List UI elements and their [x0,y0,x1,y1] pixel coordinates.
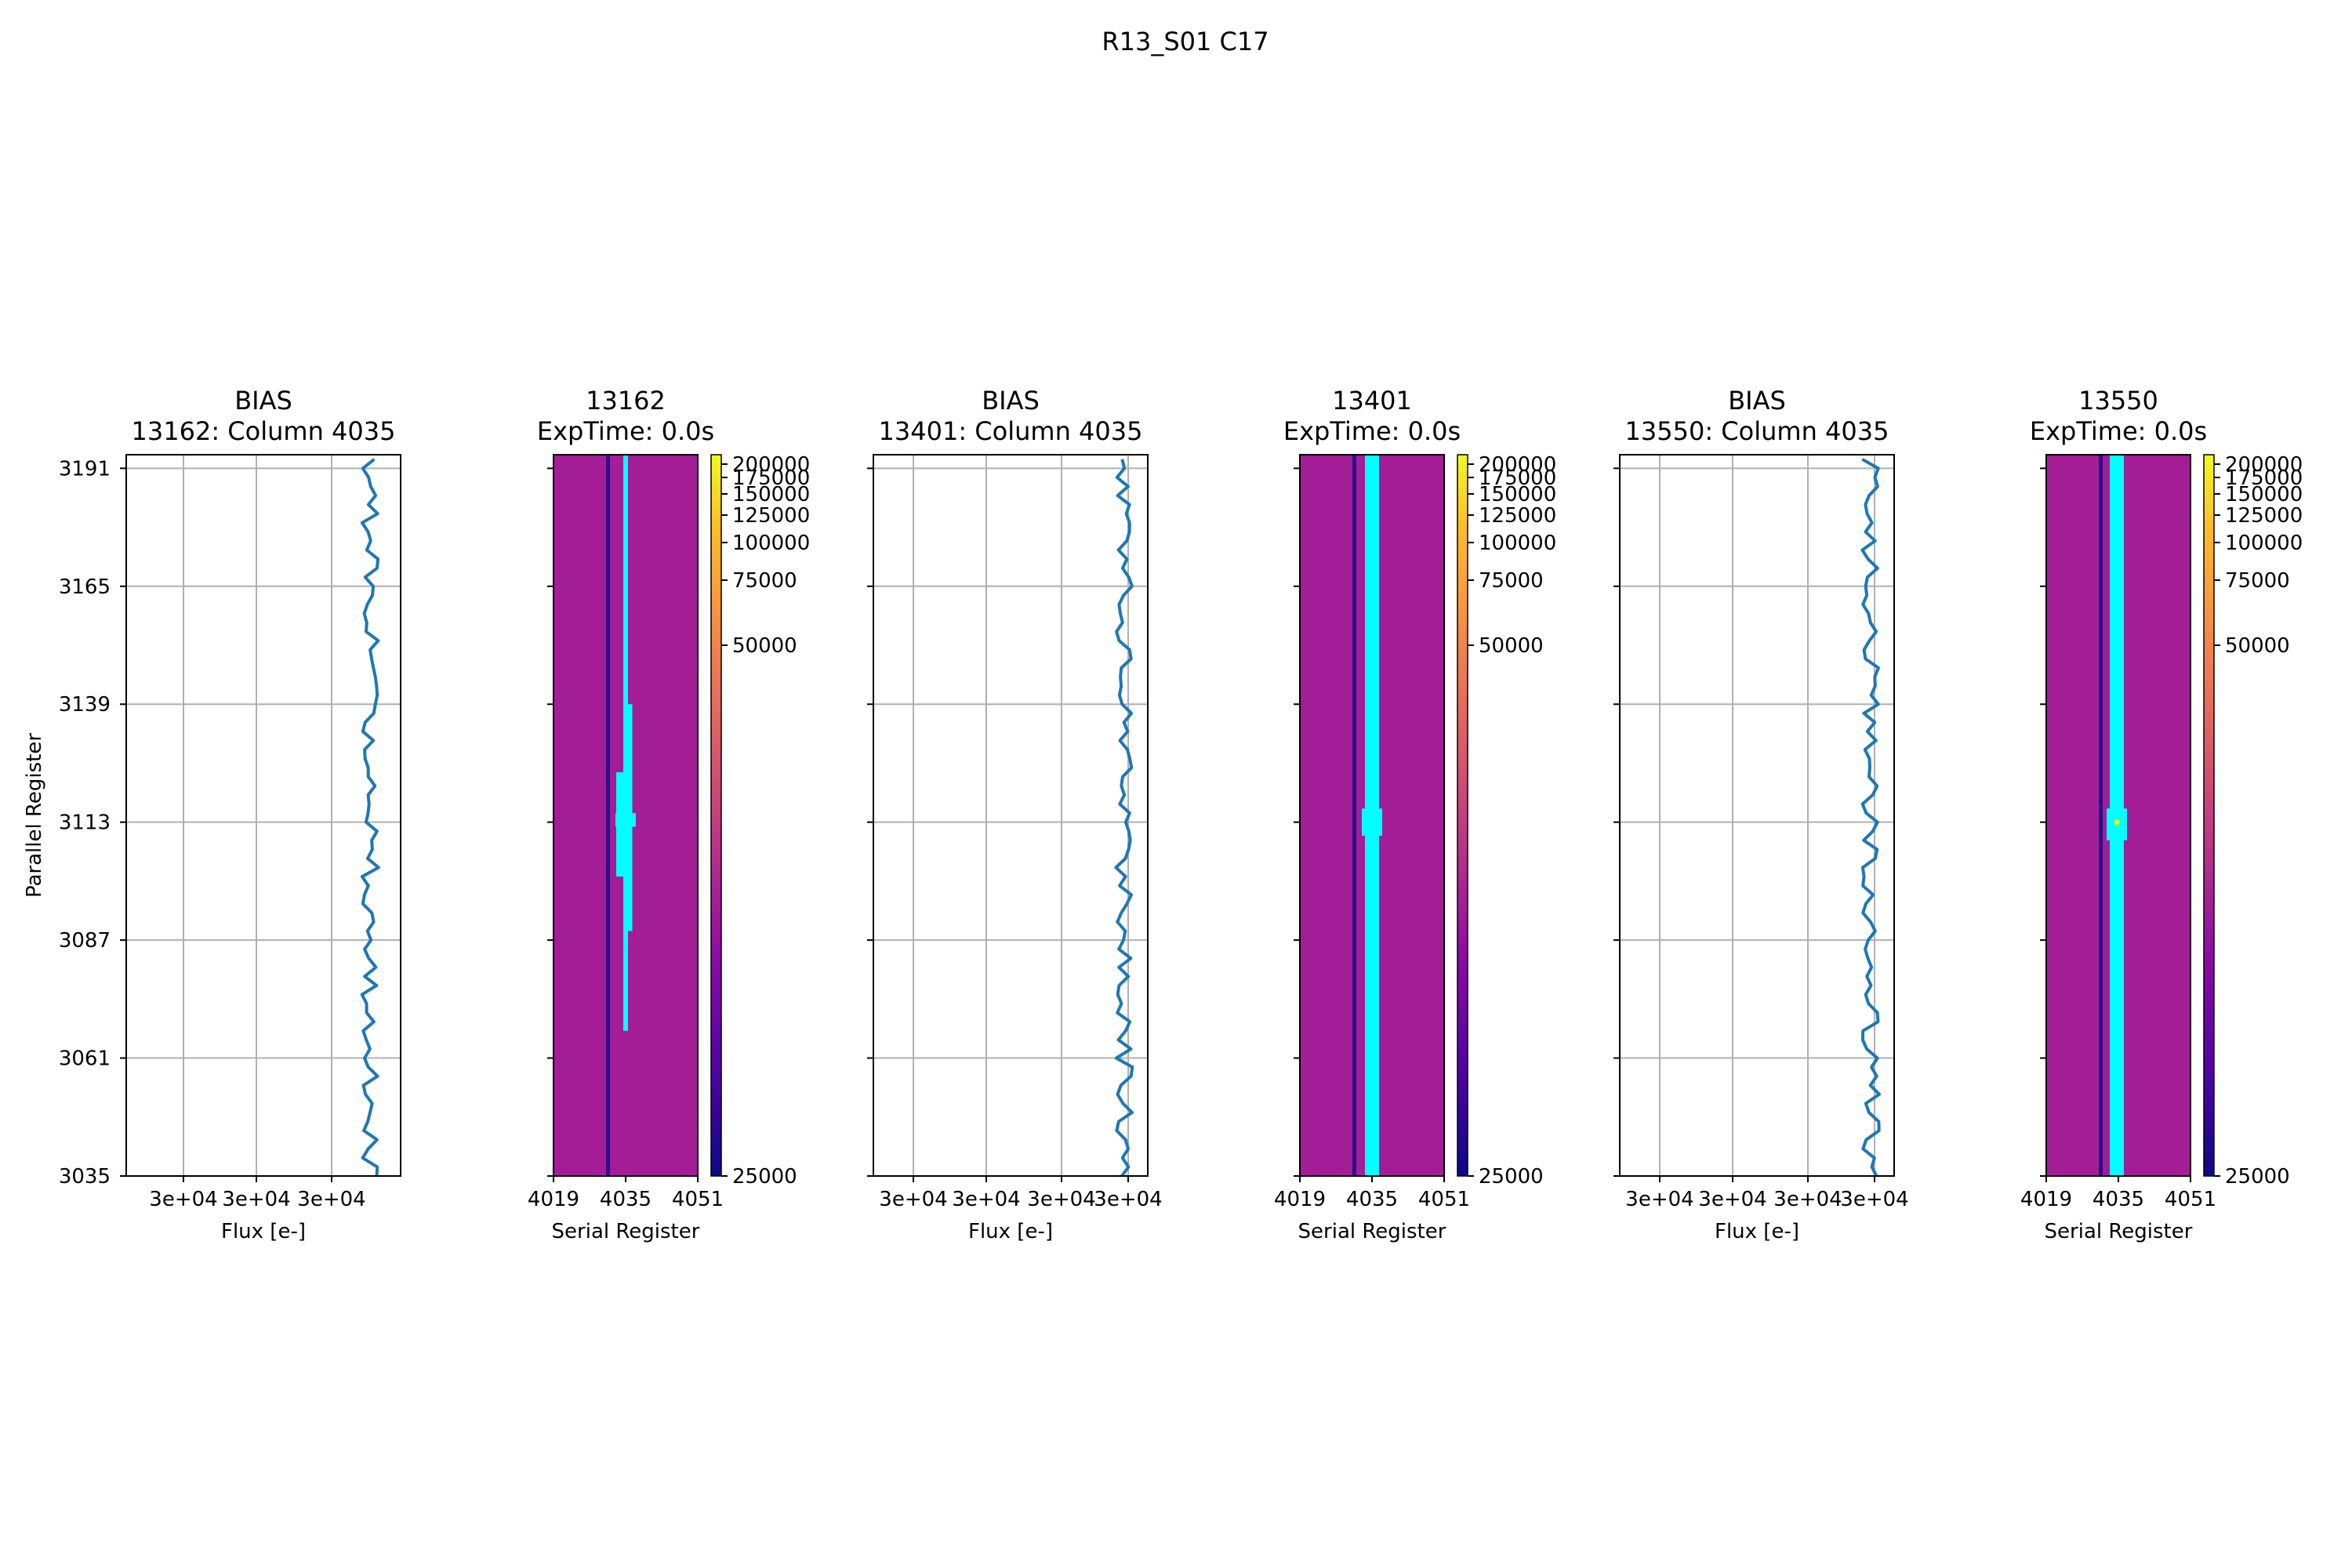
x-tick-label: 4051 [672,1188,724,1211]
colorbar-tick-label: 100000 [732,532,810,555]
colorbar [1457,454,1468,1177]
x-tick-label: 3e+04 [1773,1188,1842,1211]
grid-lines [873,455,1148,1177]
x-tick-label: 4019 [528,1188,579,1211]
colorbar-tick-label: 25000 [1479,1165,1544,1189]
dark-column [1352,455,1356,1176]
y-tick-label: 3035 [59,1165,111,1189]
x-axis-label: Serial Register [1298,1220,1446,1243]
x-tick-label: 3e+04 [222,1188,290,1211]
colorbar-tick-label: 50000 [2225,634,2290,658]
colorbar [2203,454,2215,1177]
y-axis-label: Parallel Register [23,733,46,898]
colorbar-tick-label: 25000 [2225,1165,2290,1189]
y-tick-label: 3113 [59,811,111,835]
colorbar-tick-label: 175000 [1479,466,1556,490]
panel-title-line: ExpTime: 0.0s [1283,416,1461,446]
colorbar-tick-label: 125000 [1479,504,1556,528]
panel-title-line: BIAS [982,386,1040,416]
flux-profile-line [1114,459,1134,1178]
x-tick-label: 3e+04 [1094,1188,1162,1211]
colorbar-tick-label: 175000 [2225,466,2303,490]
x-tick-label: 3e+04 [1027,1188,1095,1211]
panel-title-line: ExpTime: 0.0s [2030,416,2207,446]
x-axis-label: Flux [e-] [221,1220,306,1243]
x-tick-label: 4035 [1346,1188,1398,1211]
y-tick-label: 3191 [59,457,111,481]
colorbar-tick-label: 25000 [732,1165,797,1189]
figure-suptitle: R13_S01 C17 [1102,27,1269,56]
x-tick-label: 4051 [2165,1188,2216,1211]
colorbar-tick-label: 200000 [732,453,810,477]
hot-pixel [2114,819,2119,825]
colorbar-tick-label: 125000 [2225,504,2303,528]
x-tick-label: 3e+04 [297,1188,365,1211]
x-tick-label: 4035 [600,1188,652,1211]
colorbar-tick-label: 125000 [732,504,810,528]
colorbar-tick-label: 75000 [732,569,797,593]
x-tick-label: 3e+04 [1698,1188,1766,1211]
colorbar-tick-label: 100000 [1479,532,1556,555]
x-tick-label: 3e+04 [879,1188,947,1211]
y-tick-label: 3087 [59,929,111,953]
colorbar-tick-label: 50000 [1479,634,1544,658]
grid-lines [126,455,401,1177]
grid-lines [1620,455,1894,1177]
colorbar-tick-label: 150000 [732,483,810,506]
panel-title-line: ExpTime: 0.0s [537,416,714,446]
x-tick-label: 3e+04 [1625,1188,1693,1211]
panel-title-line: 13550 [2078,386,2158,416]
x-tick-label: 4051 [1418,1188,1470,1211]
colorbar-tick-label: 200000 [1479,453,1556,477]
x-tick-label: 4019 [2020,1188,2072,1211]
x-tick-label: 3e+04 [952,1188,1020,1211]
colorbar-tick-label: 150000 [1479,483,1556,506]
colorbar-tick-label: 75000 [2225,569,2290,593]
bright-column [1362,808,1382,837]
x-axis-label: Serial Register [2045,1220,2193,1243]
x-tick-label: 3e+04 [1840,1188,1908,1211]
colorbar [710,454,722,1177]
colorbar-tick-label: 150000 [2225,483,2303,506]
bright-column [615,813,636,827]
x-axis-label: Flux [e-] [968,1220,1053,1243]
y-tick-label: 3061 [59,1047,111,1071]
x-axis-label: Serial Register [552,1220,700,1243]
colorbar-tick-label: 75000 [1479,569,1544,593]
panel-title-line: 13401 [1332,386,1412,416]
dark-column [606,455,610,1176]
panel-title-line: 13162 [586,386,666,416]
flux-profile-line [360,458,380,1177]
axes-frame [873,454,1149,1177]
x-tick-label: 4019 [1274,1188,1326,1211]
panel-title-line: 13162: Column 4035 [132,416,396,446]
y-tick-label: 3139 [59,693,111,717]
panel-title-line: BIAS [234,386,292,416]
panel-title-line: BIAS [1728,386,1786,416]
panel-title-line: 13550: Column 4035 [1625,416,1889,446]
colorbar-tick-label: 50000 [732,634,797,658]
x-axis-label: Flux [e-] [1715,1220,1799,1243]
dark-column [2099,455,2103,1176]
x-tick-label: 3e+04 [149,1188,217,1211]
axes-frame [1619,454,1895,1177]
x-tick-label: 4035 [2092,1188,2144,1211]
colorbar-tick-label: 100000 [2225,532,2303,555]
flux-profile-line [1860,458,1881,1177]
axes-frame [125,454,401,1177]
colorbar-tick-label: 200000 [2225,453,2303,477]
colorbar-tick-label: 175000 [732,466,810,490]
y-tick-label: 3165 [59,575,111,599]
panel-title-line: 13401: Column 4035 [879,416,1143,446]
